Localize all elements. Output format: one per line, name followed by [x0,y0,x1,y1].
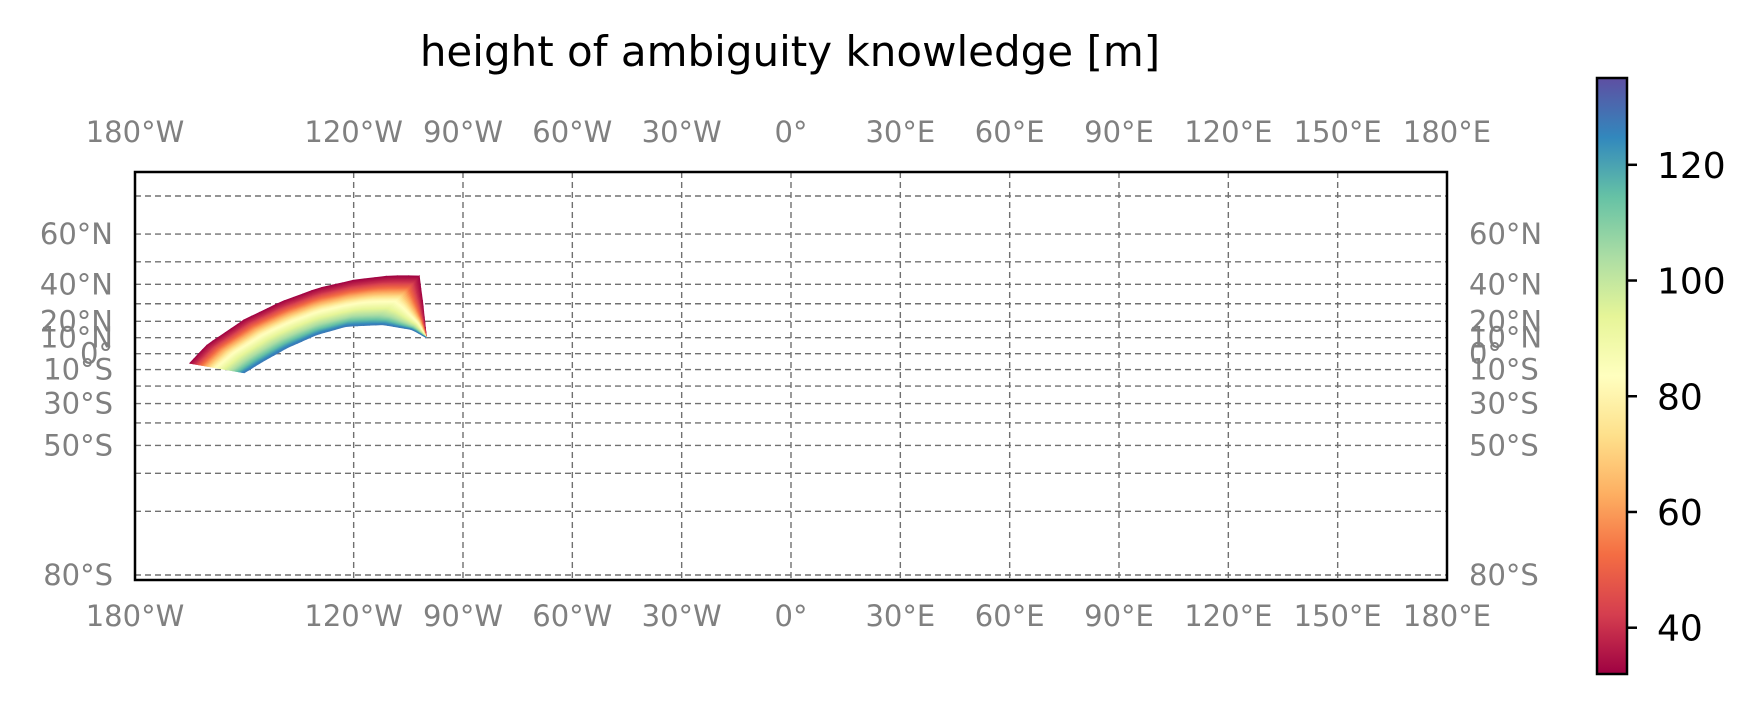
x-tick-labels-bottom: 180°W 120°W 90°W 60°W 30°W 0° 30°E 60°E 90°E 120°… [86,599,1491,633]
y-tick-label: 60°N [1469,217,1542,251]
y-tick-label: 40°N [1469,267,1542,301]
x-tick-label: 180°E [1403,115,1491,149]
colorbar-ticks: 40 60 80 100 120 [1627,146,1726,650]
x-tick-label: 120°E [1184,115,1272,149]
x-tick-label: 60°E [975,115,1045,149]
y-tick-labels-right: 60°N 40°N20°N10°N0°10°S30°S 50°S 80°S [1469,217,1542,592]
y-tick-label: 10°S [43,353,113,387]
colorbar-tick-label: 100 [1657,262,1726,303]
y-tick-labels-left: 60°N 40°N20°N10°N0°10°S30°S 50°S 80°S [40,217,113,592]
y-tick-label: 40°N [40,267,113,301]
swath-cell [422,334,427,339]
colorbar-tick-label: 40 [1657,609,1703,650]
x-tick-label: 90°W [423,599,503,633]
colorbar-tick-label: 80 [1657,377,1703,418]
colorbar-tick-label: 120 [1657,146,1726,187]
x-tick-label: 0° [775,599,808,633]
y-tick-label: 20°N [1469,304,1542,338]
x-tick-label: 60°W [532,115,612,149]
x-tick-label: 180°E [1403,599,1491,633]
y-tick-label: 50°S [1469,428,1539,462]
y-tick-label: 10°N [1469,321,1542,355]
x-tick-label: 180°W [86,115,185,149]
x-tick-label: 180°W [86,599,185,633]
y-tick-label: 60°N [40,217,113,251]
y-tick-label: 10°S [1469,353,1539,387]
y-tick-label: 0° [80,337,113,371]
x-tick-label: 60°W [532,599,612,633]
map-frame [133,170,1449,582]
x-tick-label: 60°E [975,599,1045,633]
map-grid [135,172,1447,580]
x-tick-label: 120°W [304,115,403,149]
x-tick-label: 0° [775,115,808,149]
y-tick-label: 50°S [43,428,113,462]
y-tick-label: 10°N [40,321,113,355]
x-tick-label: 30°W [642,599,722,633]
x-tick-labels-top: 180°W 120°W 90°W 60°W 30°W 0° 30°E 60°E 90°E 120°… [86,115,1491,149]
y-tick-label: 20°N [40,304,113,338]
colorbar [1595,76,1629,676]
x-tick-label: 30°E [865,115,935,149]
y-tick-label: 80°S [1469,558,1539,592]
x-tick-label: 150°E [1294,115,1382,149]
x-tick-label: 90°E [1084,115,1154,149]
x-tick-label: 120°W [304,599,403,633]
colorbar-tick-label: 60 [1657,493,1703,534]
y-tick-label: 80°S [43,558,113,592]
chart-title: height of ambiguity knowledge [m] [420,27,1160,76]
swath-heatmap [188,275,427,374]
x-tick-label: 90°E [1084,599,1154,633]
x-tick-label: 120°E [1184,599,1272,633]
x-tick-label: 150°E [1294,599,1382,633]
y-tick-label: 30°S [43,387,113,421]
x-tick-label: 90°W [423,115,503,149]
x-tick-label: 30°W [642,115,722,149]
x-tick-label: 30°E [865,599,935,633]
y-tick-label: 30°S [1469,387,1539,421]
y-tick-label: 0° [1469,337,1502,371]
